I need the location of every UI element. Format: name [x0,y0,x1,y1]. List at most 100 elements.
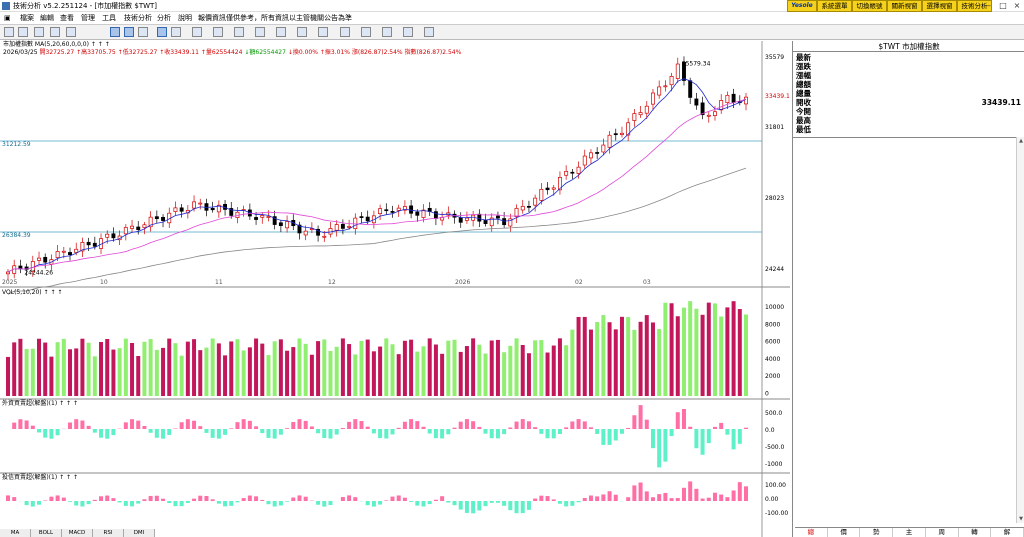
foreign-bar [378,429,383,439]
cursor-icon[interactable] [34,27,44,37]
volume-bar [495,339,500,396]
volume-bar [706,302,711,396]
ellipse-icon[interactable] [318,27,328,37]
app-menu-icon[interactable]: ▣ [4,14,11,22]
low-annotation: 24244.26 [24,270,53,277]
select-window-button[interactable]: 選擇視窗 [922,0,957,12]
tab-trend[interactable]: 勢 [860,528,894,537]
ma-legend-text: 市加權指數 MA(5,20,60,0,0,0) ↑ ↑ ↑ [3,41,110,48]
parallel-icon[interactable] [213,27,223,37]
chart-area[interactable]: 31212.59 26384.39 35579.34 24244.26 35579 334… [0,41,790,537]
volume-bar [601,315,606,396]
pattern-icon[interactable] [66,27,76,37]
candle [61,250,66,253]
volume-bar [427,338,432,396]
dealer-bar [415,501,420,506]
date-axis-label: 11 [215,279,223,286]
fib-icon[interactable] [234,27,244,37]
trend-line-icon[interactable] [171,27,181,37]
volume-bar [24,348,29,396]
dealer-bar [353,497,358,501]
menu-edit[interactable]: 編輯 [40,14,54,22]
close-icon[interactable]: × [1013,1,1021,10]
circle-icon[interactable] [297,27,307,37]
line-tool-icon[interactable] [50,27,60,37]
detail-list[interactable] [793,137,1024,523]
dealer-bar [396,495,401,501]
period-month-icon[interactable] [138,27,148,37]
new-window-button[interactable]: 關新視窗 [887,0,922,12]
detail-scrollbar[interactable]: ▲ ▼ [1016,137,1024,523]
minimize-icon[interactable]: – [987,1,991,10]
draw-tool-icon[interactable] [157,27,167,37]
volume-bar [334,346,339,396]
dealer-bar [464,501,469,513]
foreign-bar [86,425,91,429]
tab-week[interactable]: 周 [926,528,959,537]
dealer-bar [632,485,637,501]
brand-button[interactable]: Yesole [787,0,817,12]
foreign-bar [198,426,203,429]
candle [570,171,575,174]
foreign-bar [576,419,581,429]
tech-analysis-button[interactable]: 技術分析 [957,0,992,12]
period-day-icon[interactable] [110,27,120,37]
crosshair-icon[interactable] [18,27,28,37]
chart-svg[interactable]: 31212.59 26384.39 35579.34 24244.26 35579 334… [0,41,790,537]
save-icon[interactable] [424,27,434,37]
indicator-tab-macd[interactable]: MACD [62,529,93,537]
volume-bar [68,349,73,396]
tab-price[interactable]: 價 [828,528,861,537]
indicator-tab-boll[interactable]: BOLL [31,529,62,537]
foreign-bar [657,429,662,468]
tab-main[interactable]: 主 [893,528,926,537]
candle [390,211,395,213]
disclaimer-text: 報價資訊僅供參考，所有資訊以主管機關公告為準 [198,14,352,22]
tab-turnover[interactable]: 轉 [959,528,992,537]
candle [297,224,302,234]
volume-bar [111,349,116,396]
candle [272,216,277,225]
dealer-bar [458,501,463,510]
menu-bar: ▣ 檔案 編輯 查看 管理 工具 技術分析 分析 說明 報價資訊僅供參考，所有資… [0,12,1024,25]
eraser-icon[interactable] [361,27,371,37]
menu-manage[interactable]: 管理 [81,14,95,22]
toolbar [0,25,1024,40]
vol-axis-tick: 10000 [765,304,784,311]
indicator-tab-dmi[interactable]: DMI [124,529,155,537]
menu-analysis[interactable]: 分析 [157,14,171,22]
tab-summary[interactable]: 總 [795,528,828,537]
candle [210,207,215,211]
system-menu-button[interactable]: 系統選單 [817,0,852,12]
dealer-bar [12,497,17,501]
text-icon[interactable] [340,27,350,37]
menu-view[interactable]: 查看 [60,14,74,22]
menu-file[interactable]: 檔案 [20,14,34,22]
dealer-bar [520,501,525,514]
rect-icon[interactable] [276,27,286,37]
menu-tech-analysis[interactable]: 技術分析 [124,14,152,22]
menu-tools[interactable]: 工具 [102,14,116,22]
scroll-up-icon[interactable]: ▲ [1019,138,1023,144]
candle [644,105,649,114]
layout-icon[interactable] [4,27,14,37]
foreign-bar [154,429,159,438]
switch-account-button[interactable]: 切換帳號 [852,0,887,12]
indicator-tab-rsi[interactable]: RSI [93,529,124,537]
gann-icon[interactable] [255,27,265,37]
candle [613,133,618,136]
tab-analysis[interactable]: 解 [991,528,1024,537]
maximize-icon[interactable]: □ [999,1,1007,10]
scroll-down-icon[interactable]: ▼ [1019,516,1023,522]
quote-label: 今開 [796,107,811,116]
lock-icon[interactable] [382,27,392,37]
dealer-bar [613,494,618,501]
candle [564,171,569,176]
color-icon[interactable] [403,27,413,37]
foreign-bar [223,429,228,435]
menu-help[interactable]: 說明 [178,14,192,22]
period-week-icon[interactable] [124,27,134,37]
dealer-bar [483,501,488,507]
indicator-tab-ma[interactable]: MA [0,529,31,537]
ray-icon[interactable] [192,27,202,37]
